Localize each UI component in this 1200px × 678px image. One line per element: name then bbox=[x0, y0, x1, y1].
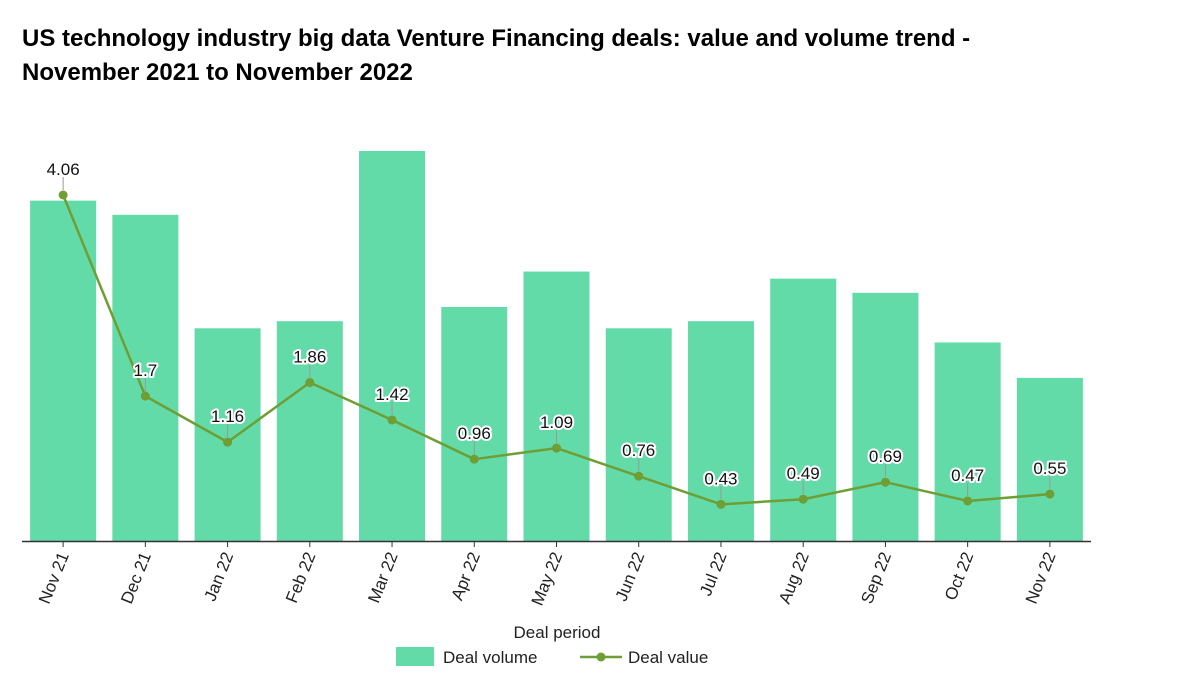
chart-title-line-1: US technology industry big data Venture … bbox=[22, 25, 971, 52]
legend-swatch-deal-volume bbox=[396, 647, 434, 666]
legend-label-deal-value: Deal value bbox=[628, 648, 708, 667]
x-tick-label-apr-22: Apr 22 bbox=[448, 549, 484, 603]
chart-title: US technology industry big data Venture … bbox=[22, 22, 1172, 90]
legend-label-deal-volume: Deal volume bbox=[443, 648, 538, 667]
x-tick-label-jul-22: Jul 22 bbox=[696, 549, 731, 598]
data-label-jan-22: 1.16 bbox=[211, 407, 244, 426]
point-may-22 bbox=[552, 443, 561, 453]
bar-nov-22 bbox=[1016, 377, 1083, 541]
line-series: 4.06 1.7 1.16 1.86 1.42 0.96 1.09 0.76 0.43 0.49 0… bbox=[45, 158, 1068, 509]
point-nov-22 bbox=[1045, 489, 1055, 499]
bar-dec-21 bbox=[112, 214, 179, 541]
point-jan-22 bbox=[223, 437, 233, 447]
data-label-nov-21: 4.06 bbox=[47, 160, 80, 179]
bar-nov-21 bbox=[30, 200, 97, 542]
data-label-apr-22: 0.96 bbox=[458, 424, 491, 443]
legend: Deal volume Deal value bbox=[396, 647, 708, 667]
bar-series bbox=[30, 151, 1083, 542]
legend-swatch-deal-value-marker bbox=[596, 652, 606, 662]
point-nov-21 bbox=[58, 190, 68, 200]
bar-sep-22 bbox=[852, 292, 919, 541]
x-tick-label-feb-22: Feb 22 bbox=[282, 549, 319, 605]
point-sep-22 bbox=[880, 477, 890, 487]
bar-oct-22 bbox=[934, 342, 1001, 541]
x-tick-label-jun-22: Jun 22 bbox=[612, 549, 649, 603]
chart-title-line-2: November 2021 to November 2022 bbox=[22, 59, 413, 86]
point-apr-22 bbox=[469, 454, 479, 464]
bar-feb-22 bbox=[276, 321, 343, 541]
x-axis-label: Deal period bbox=[514, 623, 601, 642]
point-feb-22 bbox=[305, 377, 315, 387]
point-jul-22 bbox=[716, 499, 726, 509]
x-tick-label-mar-22: Mar 22 bbox=[364, 549, 401, 605]
bar-mar-22 bbox=[359, 151, 426, 541]
bar-may-22 bbox=[523, 271, 590, 541]
point-aug-22 bbox=[798, 494, 808, 504]
data-label-dec-21: 1.7 bbox=[134, 361, 158, 380]
data-label-sep-22: 0.69 bbox=[869, 447, 902, 466]
point-dec-21 bbox=[140, 391, 150, 401]
point-jun-22 bbox=[634, 471, 644, 481]
data-label-oct-22: 0.47 bbox=[951, 466, 984, 485]
bar-apr-22 bbox=[441, 307, 508, 541]
point-oct-22 bbox=[963, 496, 973, 506]
bar-jun-22 bbox=[605, 328, 672, 541]
x-tick-label-aug-22: Aug 22 bbox=[775, 549, 813, 606]
x-tick-label-may-22: May 22 bbox=[528, 549, 567, 608]
x-axis-ticks: Nov 21 Dec 21 Jan 22 Feb 22 Mar 22 Apr 22 May … bbox=[35, 541, 1060, 608]
data-label-aug-22: 0.49 bbox=[787, 464, 820, 483]
x-tick-label-sep-22: Sep 22 bbox=[857, 549, 895, 606]
x-tick-label-oct-22: Oct 22 bbox=[941, 549, 977, 603]
point-mar-22 bbox=[387, 415, 397, 425]
data-label-jul-22: 0.43 bbox=[704, 469, 737, 488]
data-label-may-22: 1.09 bbox=[540, 413, 573, 432]
data-label-feb-22: 1.86 bbox=[293, 347, 326, 366]
x-tick-label-nov-22: Nov 22 bbox=[1022, 549, 1060, 606]
data-label-mar-22: 1.42 bbox=[375, 385, 408, 404]
x-tick-label-dec-21: Dec 21 bbox=[117, 549, 155, 606]
data-label-nov-22: 0.55 bbox=[1033, 459, 1066, 478]
data-label-jun-22: 0.76 bbox=[622, 441, 655, 460]
x-tick-label-jan-22: Jan 22 bbox=[201, 549, 238, 603]
x-tick-label-nov-21: Nov 21 bbox=[35, 549, 73, 606]
